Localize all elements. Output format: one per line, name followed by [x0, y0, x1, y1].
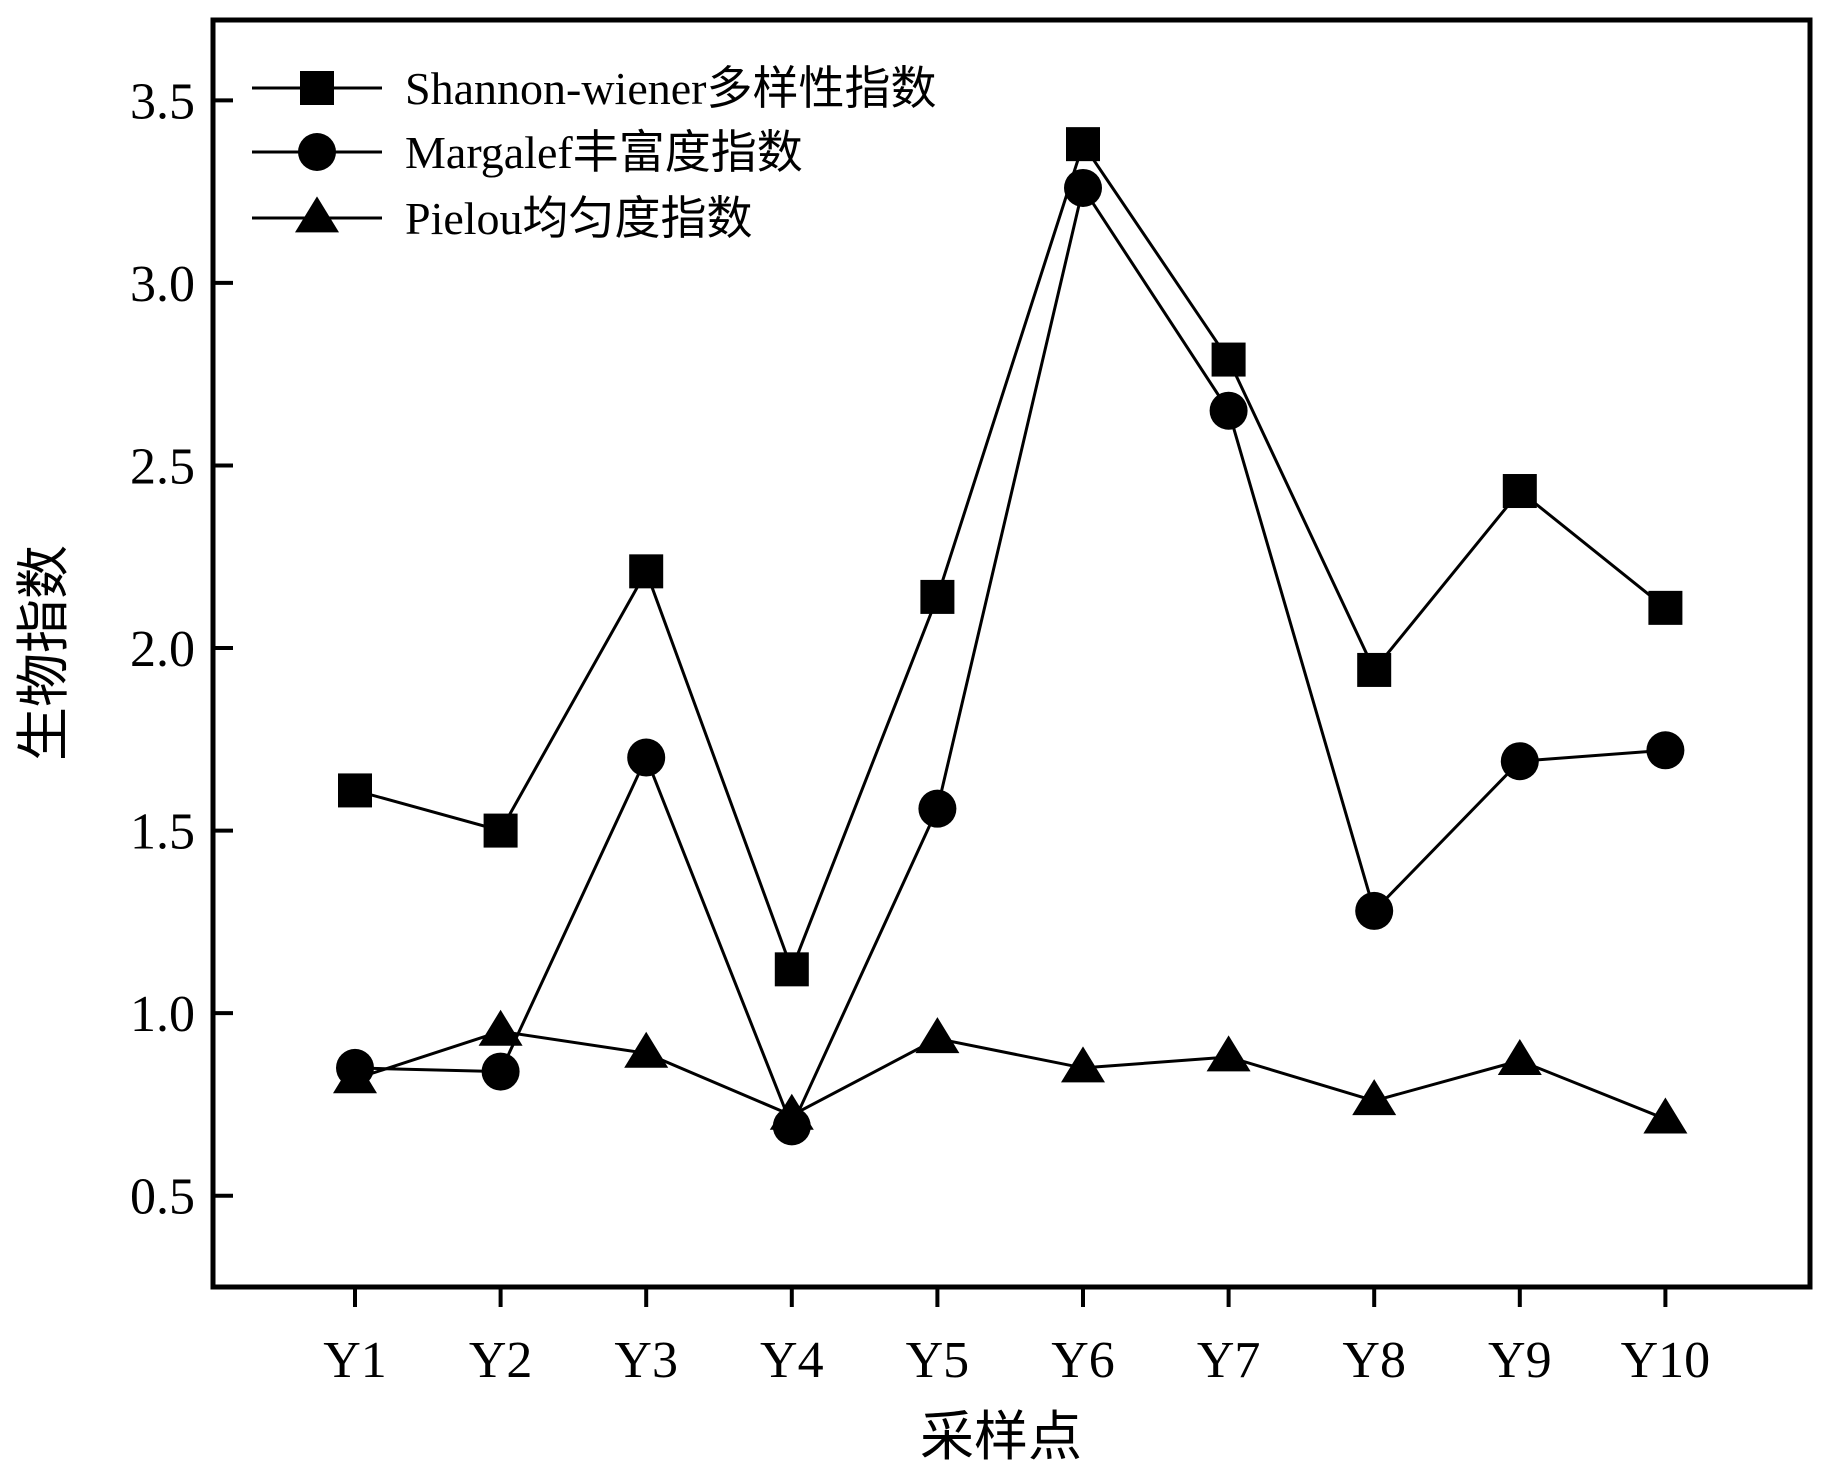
x-tick-label: Y1: [323, 1332, 387, 1389]
triangle-data-point: [1352, 1079, 1397, 1116]
circle-data-point: [1646, 731, 1685, 770]
legend-label: Margalef丰富度指数: [405, 127, 803, 178]
triangle-data-point: [1206, 1035, 1251, 1072]
x-tick-label: Y9: [1488, 1332, 1552, 1389]
triangle-data-point: [915, 1017, 960, 1054]
y-tick-label: 1.0: [130, 986, 195, 1043]
x-tick-label: Y5: [906, 1332, 970, 1389]
legend-label: Shannon-wiener多样性指数: [405, 63, 936, 114]
triangle-data-point: [478, 1009, 523, 1046]
circle-data-point: [1500, 742, 1539, 781]
triangle-series-line: [354, 1029, 1666, 1121]
triangle-data-point: [624, 1031, 669, 1068]
circle-data-point: [1355, 891, 1394, 930]
legend-triangle-marker: [295, 196, 339, 233]
legend-square-marker: [300, 71, 334, 105]
x-tick-label: Y2: [469, 1332, 533, 1389]
triangle-data-point: [1643, 1097, 1688, 1134]
circle-data-point: [1064, 168, 1102, 207]
x-tick-label: Y10: [1621, 1332, 1711, 1389]
y-tick-label: 1.5: [130, 804, 195, 861]
x-axis: Y1 Y2 Y3 Y4 Y5 Y6 Y7 Y8 Y9 Y10: [323, 1287, 1710, 1389]
square-series-line: [354, 140, 1667, 974]
circle-data-point: [1209, 391, 1248, 430]
y-tick-label: 0.5: [130, 1169, 195, 1226]
y-axis: 0.5 1.0 1.5 2.0 2.5 3.0 3.5: [130, 73, 233, 1226]
legend-circle-marker: [298, 133, 336, 171]
series-layer: [333, 127, 1688, 1146]
x-tick-label: Y4: [760, 1332, 824, 1389]
square-data-point: [1066, 127, 1100, 162]
square-data-point: [1357, 652, 1392, 687]
y-tick-label: 2.0: [130, 621, 195, 678]
y-tick-label: 3.0: [130, 256, 195, 313]
triangle-data-point: [333, 1057, 377, 1094]
circle-data-point: [918, 789, 957, 828]
triangle-data-point: [1497, 1039, 1542, 1076]
legend: Shannon-wiener多样性指数 Margalef丰富度指数 Pielou均匀…: [252, 63, 936, 244]
square-data-point: [483, 813, 518, 848]
circle-data-point: [627, 738, 666, 777]
circle-data-point: [481, 1052, 520, 1091]
x-tick-label: Y3: [614, 1332, 678, 1389]
square-data-point: [338, 773, 372, 808]
square-data-point: [1211, 342, 1246, 377]
y-axis-title: 生物指数: [14, 545, 74, 761]
x-tick-label: Y6: [1051, 1332, 1115, 1389]
square-data-point: [1502, 474, 1537, 509]
triangle-data-point: [1061, 1046, 1105, 1083]
y-tick-label: 3.5: [130, 73, 195, 130]
x-tick-label: Y8: [1342, 1332, 1406, 1389]
square-data-point: [774, 952, 809, 987]
y-tick-label: 2.5: [130, 438, 195, 495]
legend-label: Pielou均匀度指数: [405, 193, 753, 244]
square-data-point: [920, 579, 955, 614]
square-data-point: [1648, 590, 1683, 625]
x-tick-label: Y7: [1197, 1332, 1261, 1389]
x-axis-title: 采样点: [920, 1407, 1082, 1467]
plot-frame: [210, 17, 1813, 1290]
triangle-data-point: [769, 1093, 814, 1130]
square-data-point: [629, 554, 664, 589]
circle-series-line: [354, 184, 1666, 1131]
